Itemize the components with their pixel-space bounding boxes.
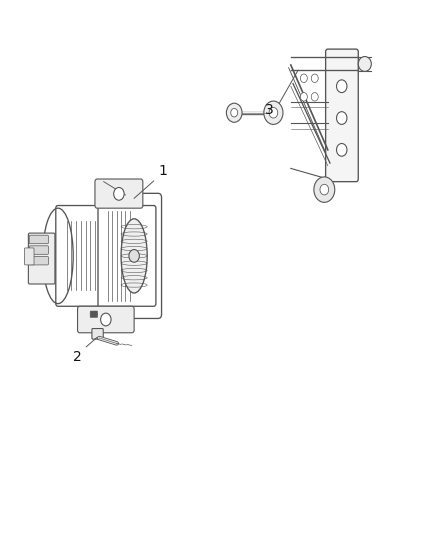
Text: 3: 3 bbox=[265, 103, 273, 117]
Ellipse shape bbox=[358, 56, 371, 71]
Circle shape bbox=[226, 103, 242, 122]
FancyBboxPatch shape bbox=[25, 248, 34, 265]
Circle shape bbox=[129, 249, 139, 262]
Ellipse shape bbox=[121, 219, 147, 293]
Circle shape bbox=[311, 93, 318, 101]
FancyBboxPatch shape bbox=[92, 328, 103, 339]
Circle shape bbox=[269, 108, 278, 118]
Circle shape bbox=[336, 143, 347, 156]
Circle shape bbox=[300, 74, 307, 83]
Text: 1: 1 bbox=[158, 164, 167, 178]
Circle shape bbox=[336, 80, 347, 93]
Circle shape bbox=[264, 101, 283, 124]
Text: 2: 2 bbox=[73, 350, 82, 364]
Circle shape bbox=[101, 313, 111, 326]
FancyBboxPatch shape bbox=[29, 246, 48, 254]
Circle shape bbox=[300, 93, 307, 101]
FancyBboxPatch shape bbox=[95, 179, 143, 208]
Circle shape bbox=[114, 188, 124, 200]
FancyBboxPatch shape bbox=[325, 49, 358, 182]
FancyBboxPatch shape bbox=[29, 235, 48, 244]
Circle shape bbox=[231, 109, 238, 117]
Circle shape bbox=[320, 184, 328, 195]
FancyBboxPatch shape bbox=[78, 306, 134, 333]
Circle shape bbox=[314, 177, 335, 203]
Circle shape bbox=[311, 74, 318, 83]
FancyBboxPatch shape bbox=[29, 256, 48, 265]
FancyBboxPatch shape bbox=[90, 311, 98, 317]
FancyBboxPatch shape bbox=[28, 233, 55, 284]
Circle shape bbox=[336, 112, 347, 124]
